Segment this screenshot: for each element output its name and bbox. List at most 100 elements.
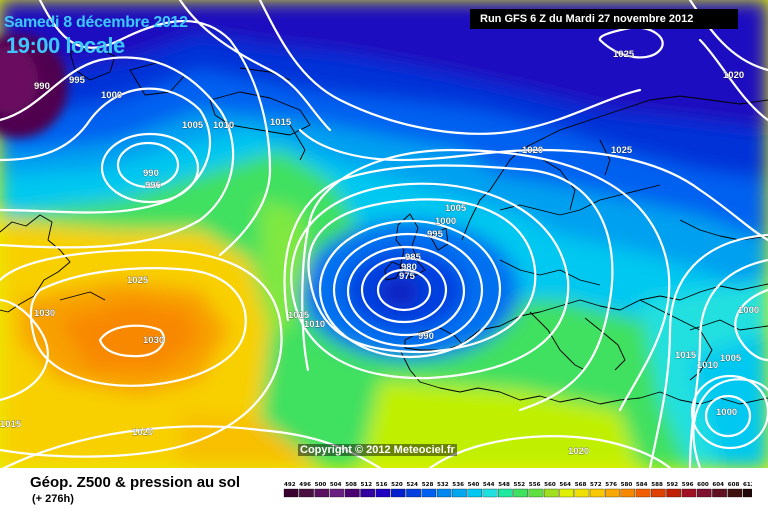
scale-swatch: [559, 488, 574, 498]
color-scale-legend: 492 496 500 504 508 512 516 520 524 528 532 536 540 5…: [283, 482, 752, 498]
forecast-time: 19:00 locale: [6, 33, 125, 58]
scale-tick-label: 492: [284, 482, 296, 488]
isobar-label: 1015: [0, 419, 22, 430]
scale-swatch: [742, 488, 752, 498]
scale-tick-label: 564: [559, 482, 571, 488]
isobar-label: 1020: [723, 70, 744, 81]
scale-tick-label: 576: [605, 482, 617, 488]
isobar-label: 1000: [435, 216, 456, 227]
scale-tick-label: 528: [422, 482, 434, 488]
scale-tick-label: 532: [437, 482, 449, 488]
scale-swatch: [375, 488, 391, 498]
isobar-label: 1005: [445, 203, 467, 214]
isobar-label: 1000: [738, 305, 759, 316]
scale-tick-label: 516: [376, 482, 388, 488]
isobar-label: 995: [69, 75, 86, 86]
scale-swatch: [589, 488, 605, 498]
isobar-label: 1030: [143, 335, 164, 346]
scale-swatch: [528, 488, 544, 498]
pressure-labels: 990 995 1000 1005 1010 1015 990 995 1025…: [0, 49, 759, 457]
isobar-label: 1025: [611, 145, 633, 156]
scale-swatch: [651, 488, 666, 498]
scale-swatch: [329, 488, 345, 498]
scale-swatch: [498, 488, 513, 498]
isobar-label: 975: [399, 271, 416, 282]
scale-tick-label: 580: [621, 482, 633, 488]
scale-tick-label: 508: [345, 482, 357, 488]
scale-swatch: [635, 488, 651, 498]
isobar-label: 995: [427, 229, 444, 240]
scale-swatch: [421, 488, 437, 498]
geopotential-shading: [0, 0, 768, 468]
scale-swatch: [360, 488, 375, 498]
lead-time: (+ 276h): [32, 493, 74, 505]
isobar-label: 1010: [304, 319, 325, 330]
isobar-label: 1025: [613, 49, 635, 60]
scale-swatch: [574, 488, 590, 498]
isobar-label: 1020: [568, 446, 589, 457]
isobar-label: 1015: [675, 350, 697, 361]
scale-tick-label: 520: [391, 482, 403, 488]
scale-swatch: [681, 488, 697, 498]
isobar-label: 1005: [182, 120, 204, 131]
scale-swatch: [452, 488, 467, 498]
scale-tick-label: 512: [361, 482, 373, 488]
scale-swatch: [727, 488, 743, 498]
scale-swatch: [666, 488, 681, 498]
scale-tick-label: 556: [529, 482, 541, 488]
isobar-label: 1015: [288, 310, 310, 321]
isobar-label: 1020: [522, 145, 543, 156]
isobar-label: 1015: [270, 117, 292, 128]
map-footer: Géop. Z500 & pression au sol (+ 276h) 49…: [0, 468, 768, 512]
scale-tick-label: 544: [483, 482, 495, 488]
scale-tick-label: 560: [544, 482, 556, 488]
isobar-label: 995: [145, 180, 162, 191]
scale-tick-label: 596: [682, 482, 694, 488]
isobar-label: 1005: [720, 353, 742, 364]
scale-tick-label: 608: [728, 482, 740, 488]
scale-swatch: [467, 488, 483, 498]
scale-tick-label: 500: [315, 482, 327, 488]
scale-swatch: [605, 488, 620, 498]
isobar-label: 990: [418, 331, 434, 342]
isobars: [0, 0, 768, 468]
forecast-date: Samedi 8 décembre 2012: [4, 14, 188, 31]
scale-swatch: [543, 488, 559, 498]
scale-tick-label: 612: [743, 482, 752, 488]
scale-swatch: [482, 488, 498, 498]
scale-tick-label: 548: [498, 482, 510, 488]
product-title: Géop. Z500 & pression au sol: [30, 474, 241, 491]
copyright-notice: Copyright © 2012 Meteociel.fr: [298, 444, 457, 456]
isobar-label: 985: [405, 252, 422, 263]
scale-swatch: [620, 488, 636, 498]
scale-tick-label: 568: [575, 482, 587, 488]
scale-tick-label: 504: [330, 482, 342, 488]
scale-swatch: [436, 488, 452, 498]
scale-tick-label: 604: [712, 482, 724, 488]
isobar-label: 1020: [132, 427, 153, 438]
scale-swatch: [283, 488, 299, 498]
isobar-label: 1025: [127, 275, 149, 286]
scale-swatch: [696, 488, 712, 498]
scale-swatch: [712, 488, 727, 498]
scale-tick-label: 584: [636, 482, 648, 488]
scale-swatch: [390, 488, 406, 498]
scale-swatch: [513, 488, 528, 498]
scale-swatch: [406, 488, 421, 498]
scale-tick-label: 524: [406, 482, 418, 488]
weather-map: 990 995 1000 1005 1010 1015 990 995 1025…: [0, 0, 768, 468]
scale-tick-label: 536: [452, 482, 464, 488]
scale-swatch: [299, 488, 314, 498]
scale-tick-label: 552: [514, 482, 526, 488]
isobar-label: 1010: [213, 120, 234, 131]
scale-swatch: [314, 488, 330, 498]
isobar-label: 1030: [34, 308, 55, 319]
scale-tick-label: 588: [651, 482, 663, 488]
scale-tick-label: 572: [590, 482, 602, 488]
scale-tick-label: 496: [299, 482, 311, 488]
isobar-label: 1000: [101, 90, 122, 101]
scale-swatch: [345, 488, 360, 498]
model-run-info: Run GFS 6 Z du Mardi 27 novembre 2012: [470, 9, 738, 29]
isobar-label: 990: [143, 168, 159, 179]
